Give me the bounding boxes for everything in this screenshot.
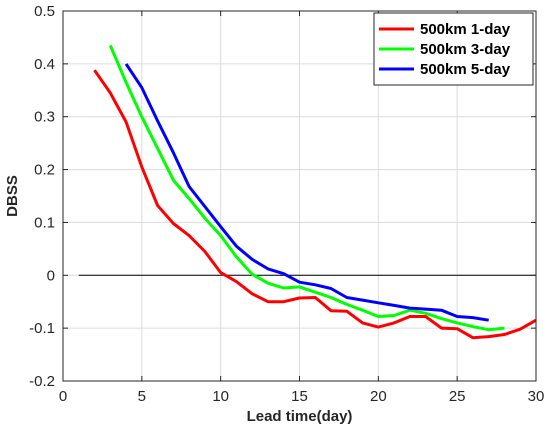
x-tick-label: 0 bbox=[59, 388, 67, 405]
y-tick-label: -0.1 bbox=[29, 320, 55, 337]
series-line-1 bbox=[93, 69, 537, 340]
y-tick-label: 0.1 bbox=[34, 214, 55, 231]
y-tick-label: 0.3 bbox=[34, 109, 55, 126]
legend-label-3: 500km 5-day bbox=[420, 61, 511, 78]
x-tick-label: 5 bbox=[138, 388, 146, 405]
y-tick-label: 0 bbox=[47, 267, 55, 284]
y-axis-label: DBSS bbox=[4, 175, 21, 217]
legend: 500km 1-day 500km 3-day 500km 5-day bbox=[373, 12, 534, 86]
x-tick-label: 25 bbox=[449, 388, 466, 405]
series-line-3 bbox=[124, 63, 489, 322]
y-tick-label: 0.4 bbox=[34, 56, 55, 73]
series-lines bbox=[93, 44, 537, 340]
y-tick-label: 0.2 bbox=[34, 162, 55, 179]
x-tick-label: 10 bbox=[212, 388, 229, 405]
x-tick-label: 15 bbox=[291, 388, 308, 405]
y-tick-label: 0.5 bbox=[34, 3, 55, 20]
x-axis-label: Lead time(day) bbox=[247, 408, 353, 425]
legend-label-1: 500km 1-day bbox=[420, 21, 511, 38]
series-line-2 bbox=[108, 44, 505, 332]
x-tick-label: 30 bbox=[528, 388, 545, 405]
x-tick-label: 20 bbox=[370, 388, 387, 405]
y-tick-label: -0.2 bbox=[29, 373, 55, 390]
legend-label-2: 500km 3-day bbox=[420, 41, 511, 58]
axis-ticks: 0 5 10 15 20 25 30 -0.2 -0.1 0 0.1 0.2 0.3 0.4 0.5 bbox=[29, 3, 544, 405]
